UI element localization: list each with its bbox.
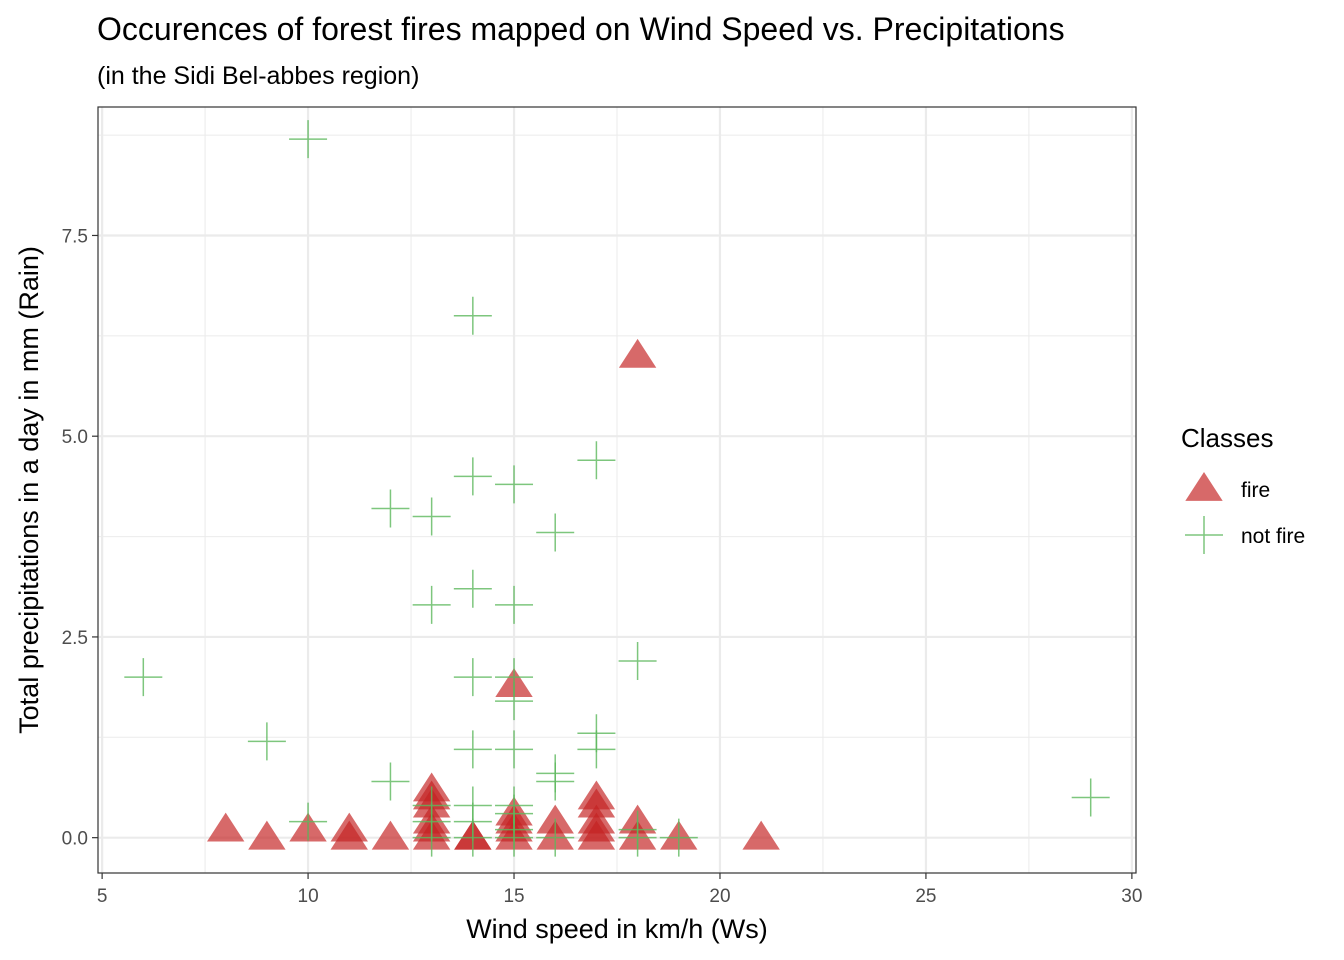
legend-label-fire: fire bbox=[1241, 479, 1270, 502]
not-fire-point bbox=[577, 730, 616, 769]
panel-border bbox=[97, 106, 1137, 874]
not-fire-point bbox=[536, 818, 575, 857]
y-tick-label: 0.0 bbox=[62, 829, 88, 850]
x-tick-label: 25 bbox=[915, 886, 936, 907]
fire-point bbox=[330, 820, 368, 850]
x-axis-title: Wind speed in km/h (Ws) bbox=[466, 914, 768, 944]
legend-not-fire-cross bbox=[1185, 516, 1223, 554]
not-fire-point bbox=[577, 441, 616, 480]
fire-point bbox=[618, 338, 657, 368]
not-fire-point bbox=[453, 569, 492, 608]
not-fire-point bbox=[495, 730, 534, 769]
legend-key-fire bbox=[1185, 472, 1223, 501]
not-fire-point bbox=[536, 762, 575, 801]
chart-title: Occurences of forest fires mapped on Win… bbox=[97, 11, 1065, 47]
data-points bbox=[124, 120, 1110, 857]
fire-point bbox=[206, 812, 245, 842]
legend-title: Classes bbox=[1181, 423, 1273, 453]
legend: Classes fire not fire bbox=[1181, 423, 1305, 554]
not-fire-point bbox=[412, 497, 451, 536]
not-fire-point bbox=[453, 457, 492, 496]
legend-key-not-fire bbox=[1185, 516, 1223, 554]
not-fire-point bbox=[659, 818, 698, 857]
not-fire-point bbox=[124, 658, 163, 697]
not-fire-point bbox=[371, 489, 410, 528]
not-fire-point bbox=[412, 585, 451, 624]
not-fire-point bbox=[289, 802, 328, 841]
fire-point bbox=[577, 820, 616, 850]
y-tick-label: 2.5 bbox=[62, 628, 88, 649]
x-tick-label: 30 bbox=[1121, 886, 1142, 907]
not-fire-point bbox=[453, 818, 492, 857]
fire-point bbox=[742, 820, 780, 850]
x-axis: 5 10 15 20 25 30 bbox=[97, 873, 1142, 907]
legend-label-not-fire: not fire bbox=[1241, 525, 1305, 548]
y-tick-label: 5.0 bbox=[62, 427, 88, 448]
not-fire-point bbox=[371, 762, 410, 801]
not-fire-point bbox=[618, 642, 657, 681]
not-fire-point bbox=[453, 730, 492, 769]
not-fire-point bbox=[289, 120, 328, 159]
fire-point bbox=[577, 788, 616, 818]
y-axis-title: Total precipitations in a day in mm (Rai… bbox=[14, 246, 44, 734]
not-fire-point bbox=[453, 658, 492, 697]
fire-point bbox=[371, 820, 410, 850]
x-tick-label: 5 bbox=[97, 886, 108, 907]
not-fire-point bbox=[536, 513, 575, 552]
not-fire-point bbox=[495, 585, 534, 624]
not-fire-point bbox=[495, 465, 534, 504]
not-fire-point bbox=[1071, 778, 1110, 817]
x-tick-label: 20 bbox=[709, 886, 730, 907]
y-axis: 0.0 2.5 5.0 7.5 bbox=[62, 226, 98, 850]
legend-fire-triangle bbox=[1185, 472, 1223, 501]
chart-subtitle: (in the Sidi Bel-abbes region) bbox=[97, 62, 419, 90]
not-fire-point bbox=[453, 296, 492, 335]
y-tick-label: 7.5 bbox=[62, 226, 88, 247]
not-fire-point bbox=[247, 722, 286, 761]
plot-panel bbox=[97, 106, 1137, 874]
not-fire-point bbox=[495, 818, 534, 857]
not-fire-point bbox=[495, 682, 534, 721]
fire-point bbox=[248, 820, 286, 850]
not-fire-point bbox=[618, 818, 657, 857]
not-fire-point bbox=[412, 818, 451, 857]
x-tick-label: 15 bbox=[503, 886, 524, 907]
x-tick-label: 10 bbox=[298, 886, 319, 907]
